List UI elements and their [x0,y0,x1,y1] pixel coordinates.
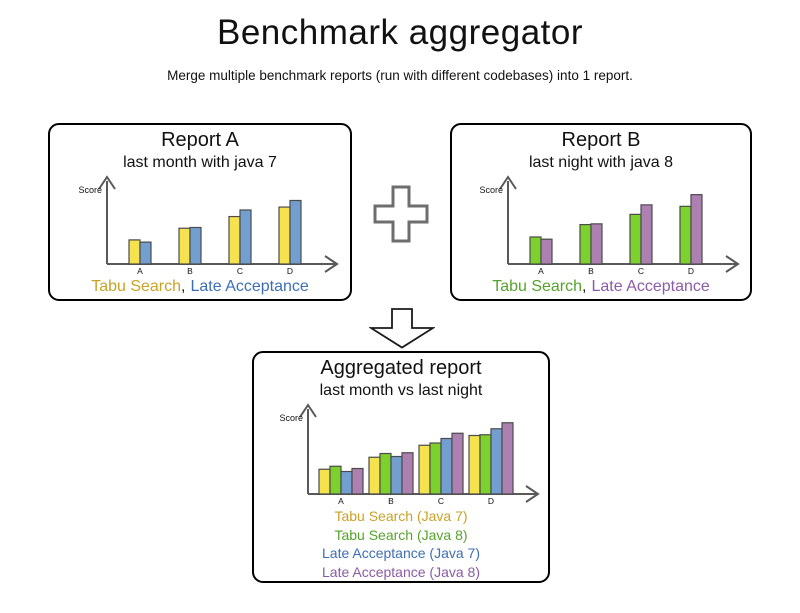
x-axis-arrowhead [324,255,339,273]
x-tick-label: D [488,496,494,505]
legend-item-late-acceptance-java8: Late Acceptance [591,278,710,295]
bar-B-series-0 [368,456,381,495]
x-axis-arrowhead [525,485,540,503]
bar-B-series-0 [178,227,191,265]
bar-D-series-1 [690,194,703,265]
x-tick-label: C [438,496,444,505]
bar-A-series-2 [340,470,353,495]
y-axis-arrowhead [499,175,517,190]
report-a-subtitle: last month with java 7 [123,154,277,171]
report-b-legend: Tabu Search, Late Acceptance [492,278,710,296]
y-axis-label: Score [279,413,303,423]
legend-item-tabu-search-java7: Tabu Search [91,278,182,295]
bar-B-series-1 [590,223,603,265]
bar-C-series-2 [440,437,453,495]
legend-separator: , [582,278,587,295]
x-tick-label: C [237,266,243,276]
bar-B-series-1 [189,226,202,265]
bar-D-series-3 [501,422,514,495]
y-axis-label: Score [78,185,102,195]
bar-C-series-0 [418,444,431,495]
bar-D-series-0 [679,205,692,265]
report-a-panel: Report A last month with java 7 Score A B C… [48,123,352,301]
bar-B-series-3 [401,452,414,495]
legend-item-tabu-search-java8: Tabu Search [492,278,583,295]
x-axis-arrowhead [725,255,740,273]
x-tick-label: A [538,266,544,276]
x-tick-label: A [338,496,344,505]
bar-C-series-3 [451,432,464,495]
aggregated-report-chart: Score A B C D [279,403,540,505]
bar-A-series-1 [139,241,152,265]
bar-C-series-1 [429,442,442,495]
legend-item-late-acceptance-java8: Late Acceptance (Java 8) [322,563,480,580]
bar-B-series-2 [390,455,403,495]
page-subtitle: Merge multiple benchmark reports (run wi… [167,68,633,83]
x-tick-label: C [638,266,644,276]
report-b-title: Report B [561,129,641,151]
bar-A-series-1 [329,465,342,495]
bar-C-series-1 [640,204,653,265]
legend-separator: , [181,278,186,295]
y-axis-arrowhead [299,403,317,418]
bar-B-series-0 [579,223,592,265]
bar-C-series-0 [228,215,241,265]
legend-item-tabu-search-java7: Tabu Search (Java 7) [334,508,468,524]
arrow-down-icon [369,308,435,349]
plus-icon [373,185,429,243]
bar-D-series-0 [468,434,481,495]
x-tick-label: B [388,496,394,505]
bar-D-series-0 [278,206,291,265]
report-a-legend: Tabu Search, Late Acceptance [91,278,309,296]
bar-C-series-0 [629,213,642,265]
x-tick-label: D [688,266,694,276]
legend-item-late-acceptance-java7: Late Acceptance [190,278,309,295]
bar-A-series-0 [318,468,331,495]
legend-item-tabu-search-java8: Tabu Search (Java 8) [334,526,468,543]
bar-B-series-1 [379,452,392,495]
x-tick-label: A [137,266,143,276]
x-tick-label: B [187,266,193,276]
report-b-subtitle: last night with java 8 [528,154,674,171]
aggregated-report-panel: Aggregated report last month vs last nig… [252,351,550,583]
bar-C-series-1 [239,209,252,265]
report-a-title: Report A [161,129,239,151]
report-a-chart: Score A B C D [78,175,339,276]
bar-D-series-1 [479,434,492,495]
aggregated-report-title: Aggregated report [320,357,482,379]
bar-A-series-1 [540,238,553,265]
x-tick-label: B [588,266,594,276]
bar-D-series-1 [289,199,302,265]
y-axis-label: Score [479,185,503,195]
aggregated-report-subtitle: last month vs last night [319,382,483,399]
bar-D-series-2 [490,428,503,495]
bar-A-series-0 [529,236,542,265]
bar-A-series-3 [351,467,364,495]
report-b-panel: Report B last night with java 8 Score A B C… [450,123,752,301]
report-b-chart: Score A B C D [479,175,740,276]
aggregated-report-legend: Tabu Search (Java 7) Tabu Search (Java 8… [322,507,480,581]
legend-item-late-acceptance-java7: Late Acceptance (Java 7) [322,545,480,561]
x-tick-label: D [287,266,293,276]
y-axis-arrowhead [98,175,116,190]
page-title: Benchmark aggregator [216,13,584,52]
bar-A-series-0 [128,239,141,265]
